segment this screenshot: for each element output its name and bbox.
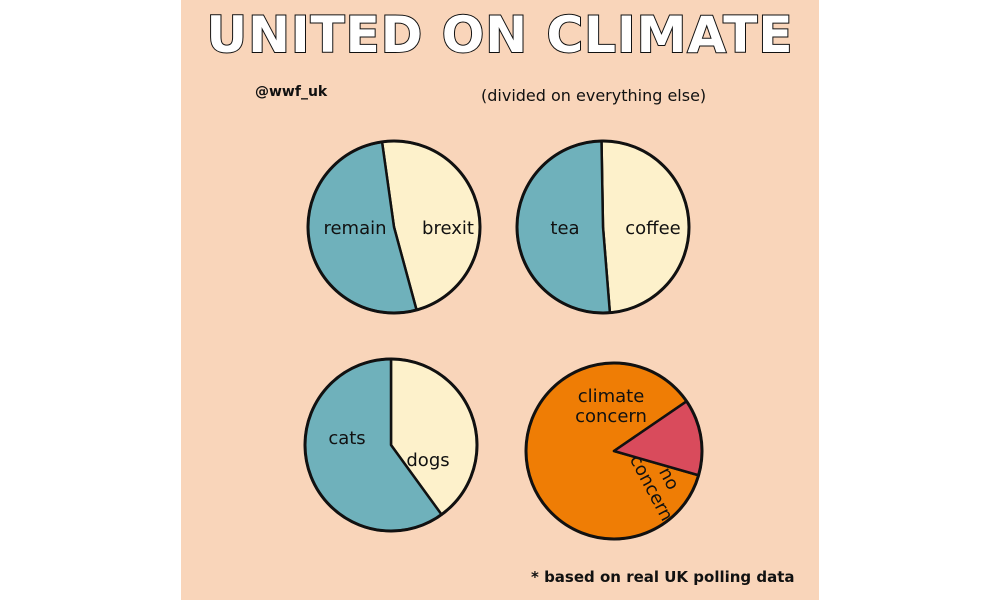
pie-outline-tea-vs-coffee	[515, 139, 691, 315]
pie-label-remain: remain	[323, 218, 386, 239]
pie-label-brexit: brexit	[422, 218, 474, 239]
page-title: UNITED ON CLIMATE	[206, 5, 794, 65]
pie-label-coffee: coffee	[625, 218, 680, 239]
pie-charts: remain brexit tea coffee cats dogs climate conc…	[303, 139, 704, 541]
pie-label-cats: cats	[328, 428, 365, 449]
pie-label-dogs: dogs	[406, 450, 449, 471]
pie-outline-cats-vs-dogs	[303, 357, 479, 533]
pie-outline-remain-vs-brexit	[306, 139, 482, 315]
footnote: * based on real UK polling data	[531, 568, 795, 586]
pie-label-climate-concern: climate concern	[575, 386, 647, 427]
pie-outline-climate-concern-vs-no-concern	[524, 361, 704, 541]
social-handle: @wwf_uk	[255, 84, 328, 100]
pie-label-tea: tea	[550, 218, 579, 239]
page-subtitle: (divided on everything else)	[481, 86, 707, 105]
infographic-panel: UNITED ON CLIMATE @wwf_uk (divided on ev…	[181, 0, 819, 600]
